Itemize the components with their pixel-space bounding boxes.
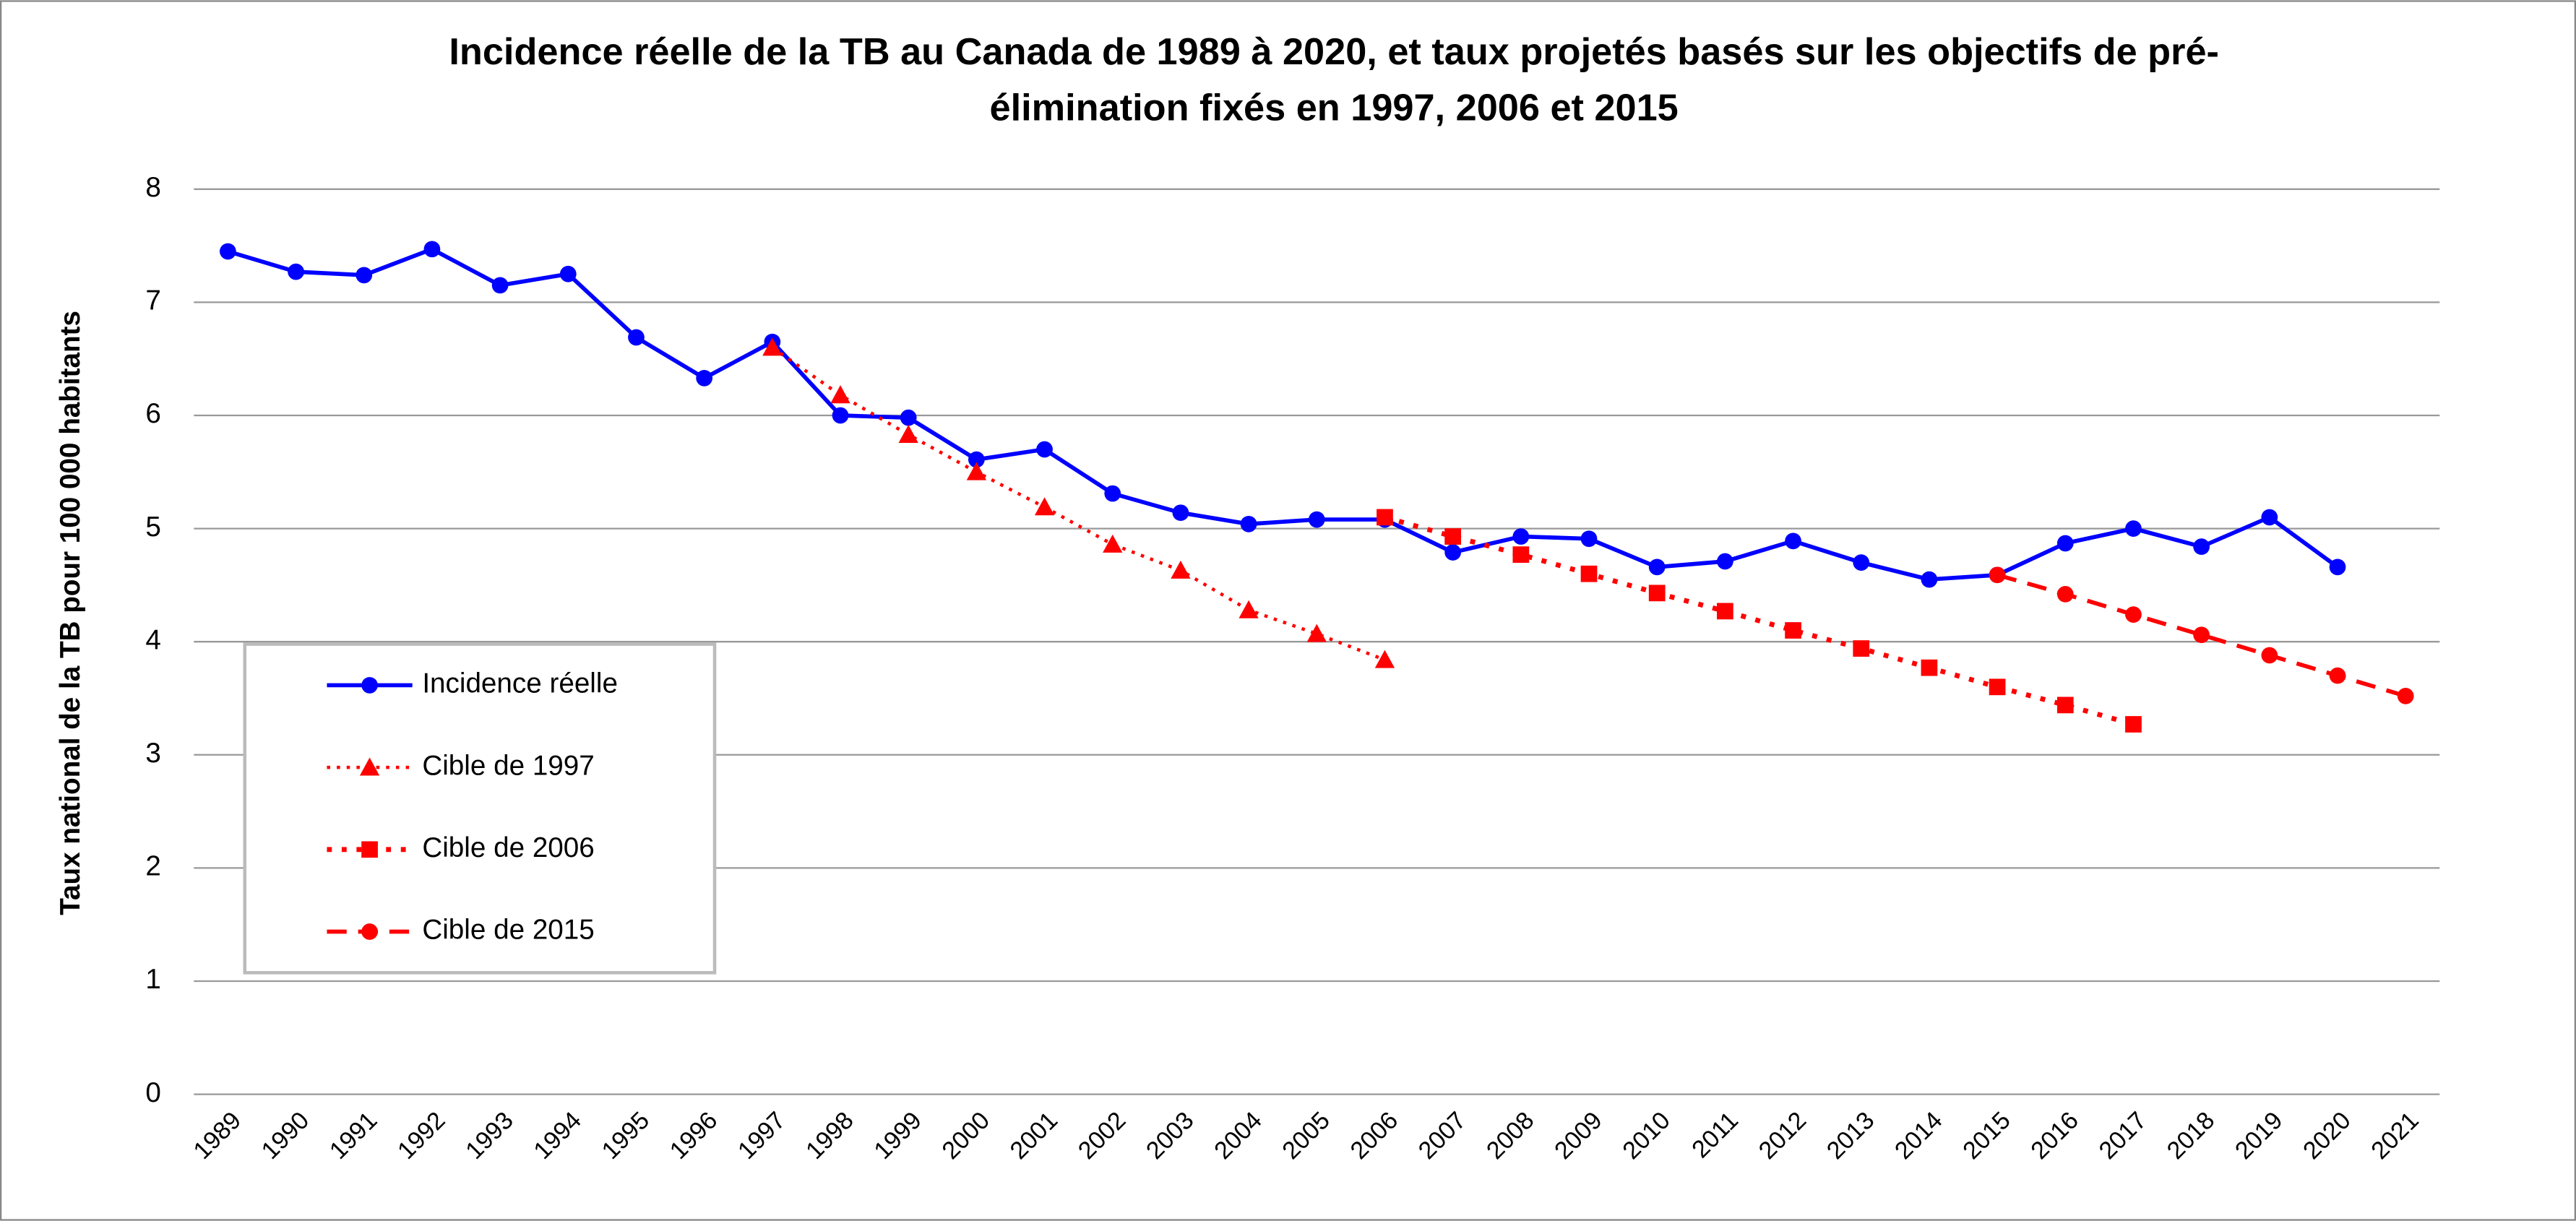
data-point (1921, 659, 1938, 676)
data-point (1306, 624, 1327, 642)
y-tick-label: 0 (145, 1077, 161, 1108)
legend-marker (359, 757, 380, 776)
y-axis-label: Taux national de la TB pour 100 000 habi… (55, 311, 86, 915)
y-tick-label: 5 (145, 512, 161, 543)
data-point (1580, 565, 1598, 582)
data-point (2125, 716, 2142, 733)
data-point (1308, 511, 1325, 528)
data-point (1377, 509, 1393, 526)
y-tick-label: 1 (145, 964, 161, 995)
data-point (1036, 441, 1053, 458)
series-line (1384, 514, 2135, 727)
series-line (227, 246, 2339, 582)
data-point (1239, 600, 1259, 618)
data-point (1648, 558, 1666, 576)
chart-title: Incidence réelle de la TB au Canada de 1… (449, 31, 2219, 73)
data-point (1103, 534, 1123, 553)
data-point (2125, 520, 2142, 537)
data-point (898, 424, 918, 443)
data-point (900, 409, 917, 426)
legend-label: Incidence réelle (422, 668, 618, 699)
data-point (1785, 622, 1801, 639)
data-point (1853, 554, 1870, 571)
data-point (491, 277, 509, 294)
y-tick-label: 2 (145, 851, 161, 882)
legend-label: Cible de 1997 (422, 750, 594, 781)
data-point (832, 407, 849, 424)
data-point (1853, 640, 1870, 657)
data-point (1034, 497, 1055, 516)
data-point (2193, 538, 2210, 556)
data-point (1648, 584, 1666, 602)
data-point (2125, 606, 2142, 623)
legend-marker (361, 841, 378, 858)
data-point (1580, 530, 1598, 548)
data-point (1444, 544, 1462, 561)
data-point (2193, 626, 2210, 644)
y-tick-label: 7 (145, 285, 161, 316)
data-point (762, 337, 783, 356)
data-point (1172, 504, 1189, 522)
data-point (2329, 558, 2346, 576)
data-point (220, 243, 236, 260)
data-point (1989, 678, 2006, 696)
y-tick-label: 3 (145, 738, 161, 769)
data-point (628, 329, 645, 346)
data-point (288, 263, 304, 280)
data-point (1444, 528, 1462, 545)
data-point (2397, 687, 2414, 704)
data-point (1717, 603, 1733, 620)
data-point (559, 265, 577, 282)
legend-label: Cible de 2015 (422, 915, 594, 946)
data-point (356, 267, 373, 284)
legend-label: Cible de 2006 (422, 832, 594, 863)
data-point (1989, 566, 2006, 584)
data-point (830, 385, 850, 404)
data-point (2056, 696, 2074, 714)
data-point (1171, 560, 1191, 579)
legend-box (243, 642, 717, 975)
data-point (1921, 571, 1938, 588)
chart-title: élimination fixés en 1997, 2006 et 2015 (990, 87, 1679, 129)
data-point (1374, 650, 1395, 668)
data-point (423, 241, 441, 258)
data-point (2056, 586, 2074, 603)
data-point (1104, 485, 1121, 502)
legend-marker (361, 677, 378, 694)
data-point (1512, 546, 1530, 563)
data-point (1717, 553, 1733, 570)
data-point (966, 462, 987, 480)
data-point (2329, 667, 2346, 684)
data-point (2261, 647, 2278, 664)
data-point (1512, 528, 1530, 545)
data-point (2261, 509, 2278, 526)
y-tick-label: 8 (145, 172, 161, 203)
y-tick-label: 6 (145, 398, 161, 429)
y-tick-label: 4 (145, 624, 161, 655)
data-point (696, 369, 713, 387)
data-point (1785, 532, 1801, 550)
legend-marker (361, 923, 378, 940)
data-point (968, 451, 985, 468)
data-point (1240, 515, 1257, 532)
data-point (2056, 535, 2074, 552)
